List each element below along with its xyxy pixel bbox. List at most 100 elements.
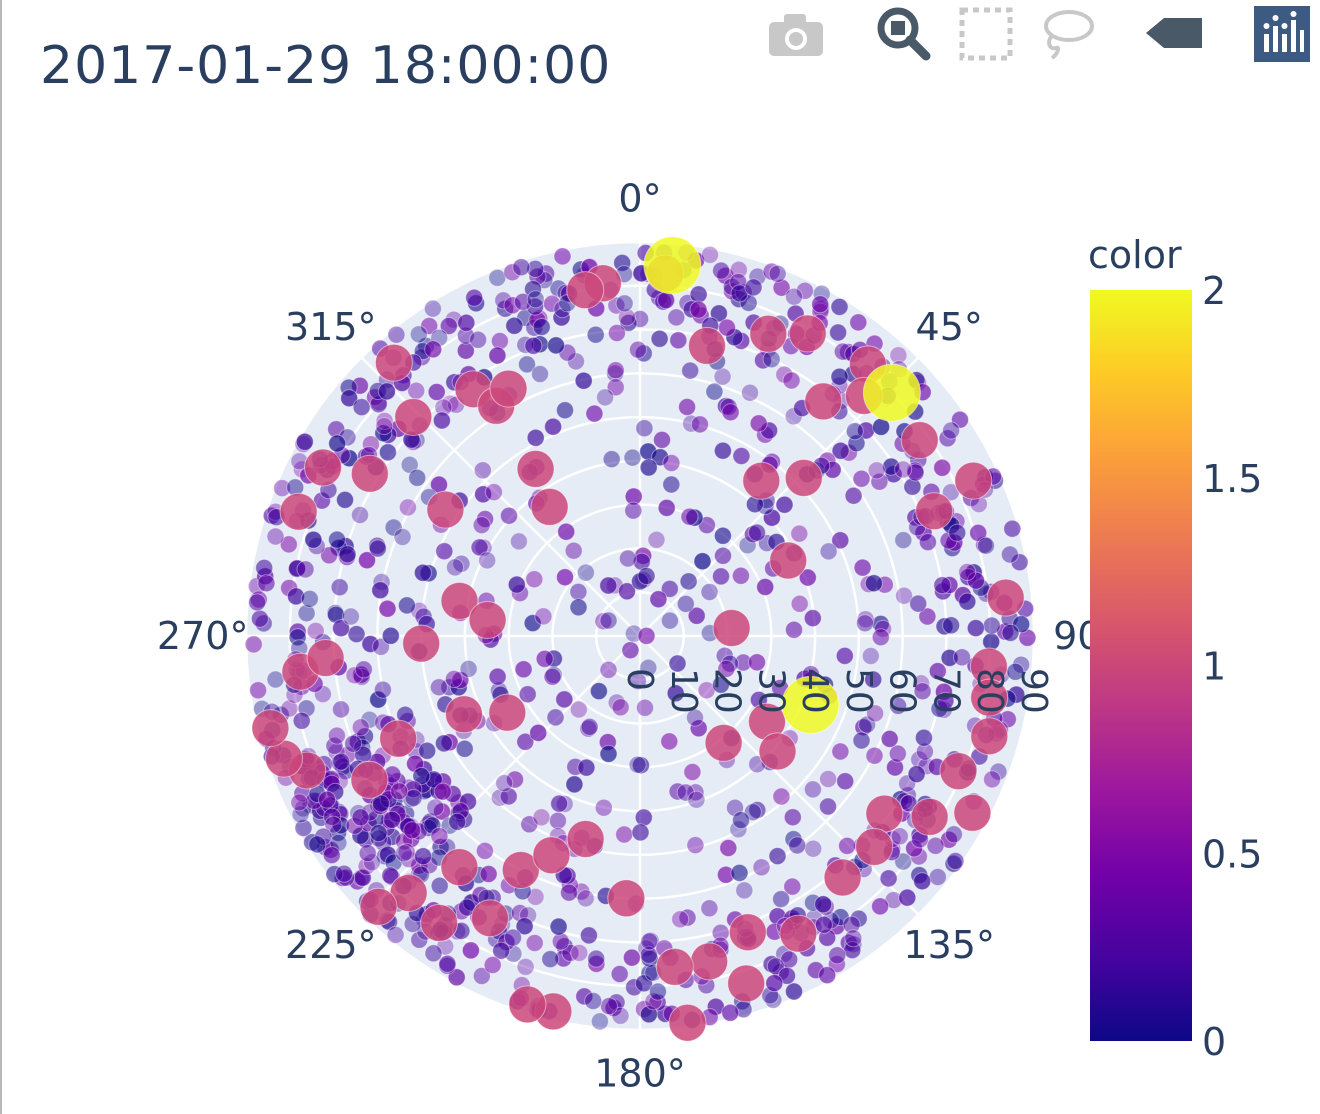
background-point [439, 317, 458, 335]
background-point [678, 398, 697, 416]
background-point [375, 411, 394, 430]
background-point [977, 536, 995, 555]
box-select-icon[interactable] [956, 4, 1016, 64]
radial-tick-label: 80 [969, 668, 1010, 714]
data-point [910, 797, 949, 836]
background-point [398, 498, 417, 517]
data-point [655, 947, 694, 986]
background-point [721, 403, 740, 422]
background-point [516, 732, 535, 751]
background-point [628, 755, 647, 774]
background-point [488, 667, 507, 686]
background-point [768, 847, 787, 866]
background-point [584, 992, 603, 1010]
plotly-logo-icon[interactable] [1254, 6, 1310, 62]
background-point [686, 836, 705, 855]
data-point [804, 382, 843, 421]
background-point [446, 558, 464, 577]
data-point [986, 578, 1025, 617]
background-point [819, 797, 837, 816]
background-point [611, 698, 630, 717]
background-point [390, 782, 409, 801]
zoom-icon[interactable] [874, 4, 934, 64]
background-point [474, 485, 493, 504]
background-point [818, 966, 837, 985]
background-point [842, 915, 861, 934]
background-point [576, 889, 595, 908]
background-point [336, 490, 354, 509]
radial-tick-label: 20 [707, 668, 748, 714]
background-point [741, 383, 759, 402]
background-point [379, 845, 397, 864]
background-point [290, 793, 309, 812]
background-point [705, 382, 724, 401]
background-point [610, 965, 629, 983]
background-point [944, 825, 963, 844]
background-point [288, 559, 307, 578]
background-point [700, 899, 719, 918]
background-point [327, 726, 346, 745]
background-point [291, 805, 310, 824]
background-point [951, 410, 969, 429]
background-point [512, 258, 531, 277]
background-point [320, 546, 339, 565]
background-point [749, 414, 768, 433]
background-point [500, 506, 518, 525]
background-point [982, 616, 1001, 635]
background-point [543, 667, 562, 686]
reset-axes-icon[interactable] [1144, 14, 1206, 52]
background-point [602, 450, 621, 469]
background-point [424, 944, 443, 963]
background-point [644, 992, 663, 1011]
background-point [637, 567, 656, 585]
lasso-select-icon[interactable] [1036, 6, 1098, 62]
background-point [866, 704, 885, 723]
background-point [587, 949, 606, 968]
background-point [513, 292, 532, 311]
background-point [448, 812, 467, 831]
background-point [438, 954, 457, 973]
background-point [368, 539, 387, 558]
background-point [318, 790, 336, 809]
background-point [713, 367, 732, 386]
background-point [814, 895, 833, 914]
data-point [471, 899, 509, 938]
background-point [798, 568, 817, 587]
camera-icon[interactable] [764, 8, 828, 58]
background-point [772, 787, 791, 806]
background-point [762, 350, 781, 369]
background-point [295, 432, 314, 451]
background-point [617, 308, 636, 327]
background-point [594, 612, 613, 631]
data-point [779, 914, 818, 953]
background-point [942, 421, 961, 440]
radial-tick-label: 70 [925, 668, 966, 714]
background-point [615, 825, 634, 844]
background-point [651, 448, 670, 467]
data-point [516, 449, 555, 488]
data-point [445, 695, 483, 734]
background-point [257, 574, 276, 593]
background-point [1003, 519, 1022, 538]
background-point [520, 815, 539, 834]
background-point [624, 501, 643, 520]
background-point [829, 323, 848, 342]
background-point [748, 523, 766, 542]
background-point [414, 847, 433, 866]
background-point [488, 268, 507, 287]
background-point [864, 574, 883, 593]
background-point [713, 441, 732, 460]
background-point [599, 744, 618, 763]
background-point [525, 570, 544, 589]
background-point [523, 614, 542, 633]
background-point [556, 568, 574, 587]
background-point [762, 262, 781, 281]
background-point [989, 762, 1008, 781]
background-point [926, 836, 945, 855]
background-point [938, 429, 957, 448]
background-point [457, 313, 476, 332]
colorbar-tick-label: 1 [1202, 645, 1226, 689]
background-point [369, 824, 388, 843]
data-point [508, 985, 547, 1024]
